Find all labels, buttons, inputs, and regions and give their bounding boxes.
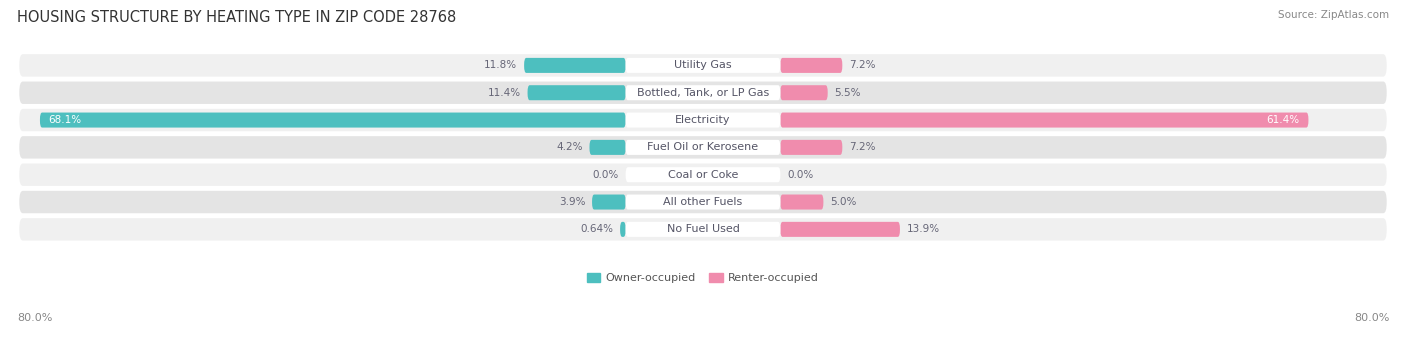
- FancyBboxPatch shape: [626, 140, 780, 155]
- Text: HOUSING STRUCTURE BY HEATING TYPE IN ZIP CODE 28768: HOUSING STRUCTURE BY HEATING TYPE IN ZIP…: [17, 10, 456, 25]
- FancyBboxPatch shape: [626, 58, 780, 73]
- FancyBboxPatch shape: [20, 82, 1386, 104]
- Text: 61.4%: 61.4%: [1267, 115, 1299, 125]
- FancyBboxPatch shape: [524, 58, 626, 73]
- FancyBboxPatch shape: [780, 113, 1309, 128]
- Text: Fuel Oil or Kerosene: Fuel Oil or Kerosene: [647, 142, 759, 152]
- FancyBboxPatch shape: [592, 194, 626, 209]
- FancyBboxPatch shape: [39, 113, 626, 128]
- Text: 0.0%: 0.0%: [592, 170, 619, 180]
- FancyBboxPatch shape: [626, 113, 780, 128]
- FancyBboxPatch shape: [780, 194, 824, 209]
- FancyBboxPatch shape: [20, 191, 1386, 213]
- Text: No Fuel Used: No Fuel Used: [666, 224, 740, 234]
- FancyBboxPatch shape: [527, 85, 626, 100]
- Text: 5.5%: 5.5%: [835, 88, 860, 98]
- Text: 11.8%: 11.8%: [484, 61, 517, 70]
- FancyBboxPatch shape: [20, 54, 1386, 76]
- FancyBboxPatch shape: [780, 85, 828, 100]
- Text: 7.2%: 7.2%: [849, 142, 876, 152]
- Legend: Owner-occupied, Renter-occupied: Owner-occupied, Renter-occupied: [586, 273, 820, 284]
- FancyBboxPatch shape: [626, 194, 780, 209]
- Text: 3.9%: 3.9%: [558, 197, 585, 207]
- Text: 0.64%: 0.64%: [581, 224, 613, 234]
- FancyBboxPatch shape: [620, 222, 626, 237]
- FancyBboxPatch shape: [626, 222, 780, 237]
- FancyBboxPatch shape: [20, 218, 1386, 241]
- FancyBboxPatch shape: [780, 222, 900, 237]
- FancyBboxPatch shape: [20, 136, 1386, 158]
- Text: Electricity: Electricity: [675, 115, 731, 125]
- FancyBboxPatch shape: [20, 164, 1386, 186]
- FancyBboxPatch shape: [780, 140, 842, 155]
- Text: Source: ZipAtlas.com: Source: ZipAtlas.com: [1278, 10, 1389, 20]
- FancyBboxPatch shape: [589, 140, 626, 155]
- Text: 80.0%: 80.0%: [1354, 313, 1389, 323]
- FancyBboxPatch shape: [626, 85, 780, 100]
- Text: 4.2%: 4.2%: [557, 142, 582, 152]
- Text: 7.2%: 7.2%: [849, 61, 876, 70]
- FancyBboxPatch shape: [780, 58, 842, 73]
- Text: 11.4%: 11.4%: [488, 88, 520, 98]
- Text: 68.1%: 68.1%: [49, 115, 82, 125]
- Text: Utility Gas: Utility Gas: [675, 61, 731, 70]
- Text: Coal or Coke: Coal or Coke: [668, 170, 738, 180]
- Text: 13.9%: 13.9%: [907, 224, 941, 234]
- Text: 80.0%: 80.0%: [17, 313, 52, 323]
- Text: 5.0%: 5.0%: [831, 197, 856, 207]
- Text: All other Fuels: All other Fuels: [664, 197, 742, 207]
- Text: Bottled, Tank, or LP Gas: Bottled, Tank, or LP Gas: [637, 88, 769, 98]
- FancyBboxPatch shape: [626, 167, 780, 182]
- Text: 0.0%: 0.0%: [787, 170, 814, 180]
- FancyBboxPatch shape: [20, 109, 1386, 131]
